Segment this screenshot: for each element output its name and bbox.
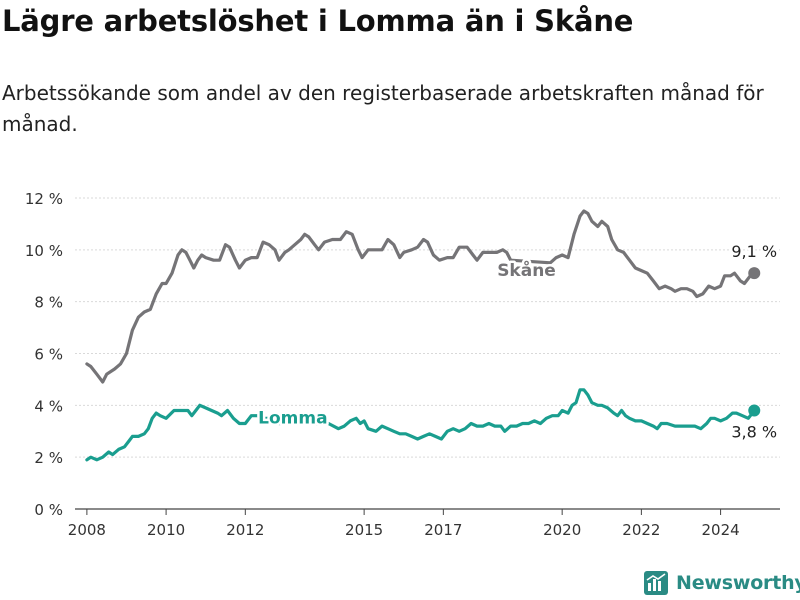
chart-title: Lägre arbetslöshet i Lomma än i Skåne [2,4,634,38]
x-tick-label: 2012 [226,521,264,539]
series-line-skane [85,209,756,384]
y-tick-label: 6 % [34,346,63,364]
y-tick-label: 10 % [25,242,63,260]
x-tick-label: 2010 [147,521,185,539]
y-tick-label: 4 % [34,397,63,415]
x-tick-label: 2017 [424,521,462,539]
end-label-lomma: 3,8 % [731,423,777,442]
end-label-lomma-halo: 3,8 % [731,423,777,442]
x-tick-label: 2020 [543,521,581,539]
x-tick-label: 2024 [701,521,739,539]
series-line-lomma [85,388,756,462]
y-tick-label: 0 % [34,501,63,519]
x-tick-label: 2015 [345,521,383,539]
x-axis: 2008 2010 2012 2015 2017 2020 2022 2024 [68,509,740,539]
series-label-lomma-halo: Lomma [258,408,327,428]
chart-subtitle: Arbetssökande som andel av den registerb… [2,81,764,136]
y-tick-label: 2 % [34,449,63,467]
series-lines [85,209,761,462]
brand-logo: Newsworthy [644,568,800,598]
end-point-lomma [748,404,761,417]
y-axis: 0 % 2 % 4 % 6 % 8 % 10 % 12 % [25,190,63,519]
grid-lines [75,197,780,510]
series-label-lomma: Lomma [258,408,327,428]
x-tick-label: 2022 [622,521,660,539]
y-tick-label: 8 % [34,294,63,312]
x-tick-label: 2008 [68,521,106,539]
end-point-skane [748,267,761,280]
y-tick-label: 12 % [25,190,63,208]
brand-name: Newsworthy [676,572,800,594]
newsworthy-icon [644,571,668,595]
series-label-skane: Skåne [497,259,556,281]
end-label-skane: 9,1 % [731,242,777,261]
series-label-skane-halo: Skåne [497,259,556,281]
end-label-skane-halo: 9,1 % [731,242,777,261]
